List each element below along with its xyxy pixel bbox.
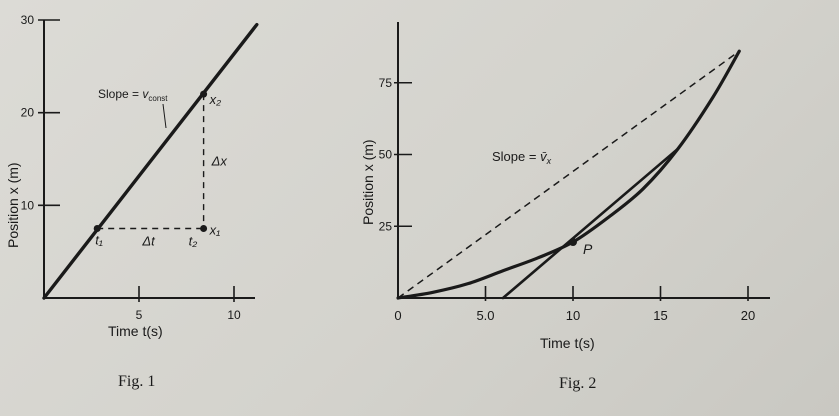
fig2-x-tick-label: 20	[741, 308, 755, 323]
fig1-y-tick-label: 10	[21, 198, 35, 212]
fig2-y-ticks: 25 50 75	[379, 76, 412, 233]
fig1-x-tick-label: 5	[136, 308, 143, 322]
fig2-y-tick-label: 50	[379, 148, 393, 162]
fig2-slope-label: Slope = v̄x	[492, 149, 552, 166]
fig2-y-tick-label: 25	[379, 219, 393, 233]
fig1-figure-label: Fig. 1	[118, 373, 155, 390]
fig1-point-label-t1: t₁	[95, 233, 103, 248]
fig2-x-axis-label: Time t(s)	[540, 335, 595, 351]
fig1-point-x2	[200, 90, 208, 98]
fig1-delta-t-label: Δt	[141, 234, 156, 249]
fig2-x-tick-label: 0	[394, 308, 401, 323]
fig1-slope-leader	[162, 103, 167, 129]
fig2-y-tick-label: 75	[379, 76, 393, 90]
fig2-point-label-p: P	[583, 241, 593, 257]
fig1-point-label-x2: x₂	[209, 92, 222, 107]
fig2-chart: 25 50 75 0 5.0 10 15 20 P Slope = v̄x Time t(s…	[360, 22, 770, 392]
fig2-figure-label: Fig. 2	[559, 375, 596, 392]
fig1-y-ticks: 10 20 30	[21, 13, 60, 212]
fig1-x-axis-label: Time t(s)	[108, 323, 163, 339]
fig1-y-axis-label: Position x (m)	[5, 162, 21, 248]
fig2-point-p	[569, 238, 577, 247]
fig1-delta-x-label: Δx	[211, 153, 228, 168]
fig2-x-tick-label: 15	[653, 308, 667, 323]
fig1-y-tick-label: 30	[21, 13, 35, 27]
fig1-point-label-t2: t₂	[189, 234, 198, 249]
fig1-x-tick-label: 10	[227, 308, 241, 322]
fig1-point-label-x1: x₁	[209, 223, 221, 238]
fig1-slope-label: Slope = vconst	[98, 87, 168, 103]
fig1-series-line	[42, 22, 259, 300]
fig2-average-slope-secant	[397, 50, 740, 299]
fig2-x-tick-label: 10	[566, 308, 580, 323]
fig1-chart: 10 20 30 5 10 t₁ x₂ x₁ t₂ Δt Δx Slope = vco…	[5, 13, 259, 390]
fig2-x-tick-label: 5.0	[476, 308, 494, 323]
fig2-x-ticks: 0 5.0 10 15 20	[394, 286, 755, 323]
fig1-point-x1	[200, 225, 208, 232]
fig2-y-axis-label: Position x (m)	[360, 139, 376, 225]
fig1-y-tick-label: 20	[21, 106, 35, 120]
fig1-point-t1	[93, 225, 101, 232]
fig1-x-ticks: 5 10	[136, 286, 241, 322]
fig2-tangent-line	[501, 147, 680, 300]
